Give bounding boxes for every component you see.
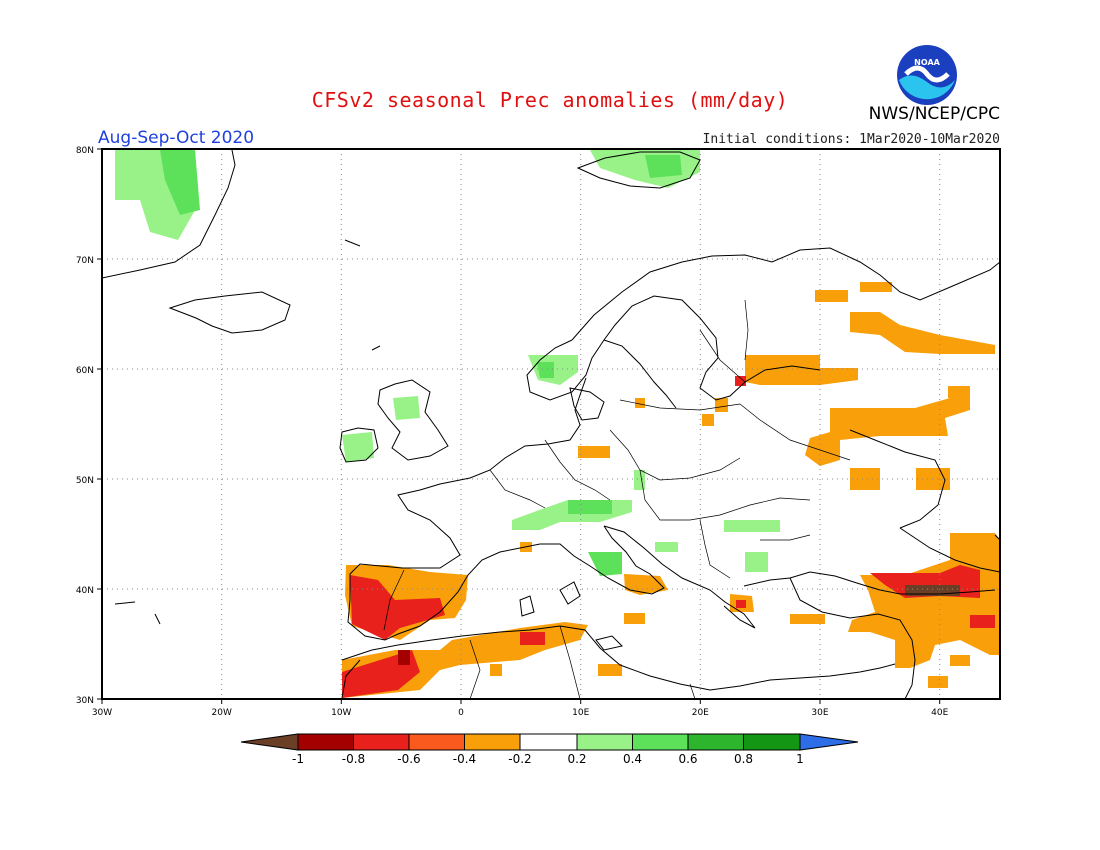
colorbar-label: 0.6 [678, 752, 697, 766]
colorbar-label: 1 [796, 752, 804, 766]
colorbar-label: -0.6 [397, 752, 420, 766]
lat-tick-label: 60N [76, 366, 94, 376]
lon-tick-label: 20E [692, 708, 709, 718]
lon-tick-label: 0 [458, 708, 464, 718]
lat-tick-label: 80N [76, 146, 94, 156]
anomaly-greenland-wet [115, 150, 200, 240]
colorbar-swatch [632, 733, 689, 751]
map-frame [101, 148, 1001, 700]
colorbar-swatch [297, 733, 354, 751]
colorbar-label: -1 [292, 752, 304, 766]
lon-tick-label: 40E [931, 708, 948, 718]
anomaly-turkey-caucasus-dry [490, 533, 1000, 688]
coastlines [102, 149, 1000, 699]
colorbar-label: 0.8 [734, 752, 753, 766]
colorbar-swatch [240, 733, 299, 751]
anomaly-svalbard-wet [590, 150, 700, 188]
anomaly-iberia-dry [342, 446, 754, 698]
colorbar-swatch [519, 733, 578, 751]
lon-axis: 30W 20W 10W 0 10E 20E 30E 40E [92, 699, 949, 718]
lon-tick-label: 10W [331, 708, 351, 718]
lat-tick-label: 70N [76, 256, 94, 266]
colorbar-label: 0.2 [567, 752, 586, 766]
colorbar-swatch [353, 733, 410, 751]
country-borders [383, 299, 851, 699]
lon-tick-label: 10E [572, 708, 589, 718]
anomaly-alps-wet [512, 470, 780, 576]
noaa-logo-text: NOAA [914, 58, 940, 67]
lat-tick-label: 40N [76, 586, 94, 596]
noaa-logo: NOAA [897, 45, 957, 105]
lat-tick-label: 50N [76, 476, 94, 486]
lon-tick-label: 30W [92, 708, 112, 718]
anomaly-norway-wet [528, 355, 578, 385]
period-label: Aug-Sep-Oct 2020 [98, 128, 255, 148]
anomaly-russia-dry [635, 282, 995, 490]
map-title: CFSv2 seasonal Prec anomalies (mm/day) [311, 88, 789, 112]
colorbar-swatch [687, 733, 744, 751]
colorbar-label: 0.4 [623, 752, 642, 766]
colorbar-swatch [743, 733, 801, 751]
colorbar-label: -0.4 [453, 752, 476, 766]
lon-tick-label: 20W [212, 708, 232, 718]
colorbar-swatch [464, 733, 521, 751]
lat-axis: 80N 70N 60N 50N 40N 30N [76, 146, 102, 706]
colorbar-swatch [799, 733, 859, 751]
lon-tick-label: 30E [811, 708, 828, 718]
colorbar-swatch [576, 733, 633, 751]
colorbar: -1 -0.8 -0.6 -0.4 -0.2 0.2 0.4 0.6 0.8 1 [240, 733, 859, 766]
agency-label: NWS/NCEP/CPC [868, 104, 1000, 124]
lat-tick-label: 30N [76, 696, 94, 706]
colorbar-label: -0.2 [508, 752, 531, 766]
gridlines [102, 149, 1000, 699]
colorbar-label: -0.8 [342, 752, 365, 766]
anomaly-ireland-wet [342, 396, 420, 462]
initial-conditions-label: Initial conditions: 1Mar2020-10Mar2020 [702, 132, 1000, 147]
colorbar-swatch [408, 733, 465, 751]
